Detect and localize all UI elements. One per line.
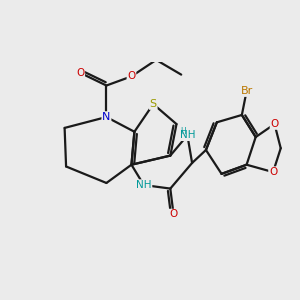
Text: O: O (76, 68, 84, 78)
Text: O: O (127, 71, 136, 81)
Text: N: N (102, 112, 111, 122)
Text: NH: NH (136, 180, 152, 190)
Text: O: O (169, 209, 178, 220)
Text: O: O (269, 167, 277, 177)
Text: O: O (270, 119, 279, 129)
Text: Br: Br (241, 86, 253, 96)
Text: NH: NH (180, 130, 195, 140)
Text: S: S (150, 99, 157, 109)
Text: H: H (180, 127, 186, 136)
